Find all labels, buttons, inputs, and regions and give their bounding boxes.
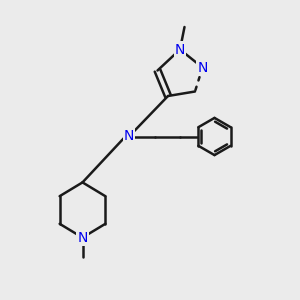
Text: N: N (197, 61, 208, 74)
Text: N: N (77, 231, 88, 244)
Text: N: N (124, 130, 134, 143)
Text: N: N (175, 43, 185, 56)
